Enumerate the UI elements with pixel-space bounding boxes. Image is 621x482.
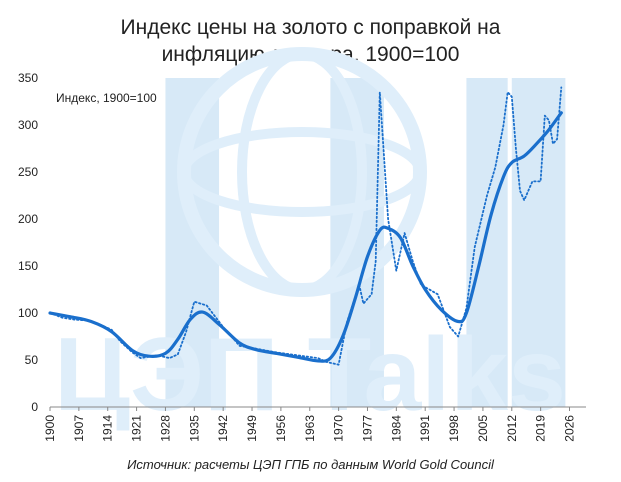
x-tick-label: 1970 <box>332 415 346 442</box>
y-tick-label: 50 <box>25 353 39 367</box>
x-tick-label: 1991 <box>418 415 432 442</box>
y-tick-label: 200 <box>18 212 38 226</box>
x-tick-label: 1921 <box>130 415 144 442</box>
x-tick-label: 2005 <box>476 415 490 442</box>
x-tick-label: 2019 <box>534 415 548 442</box>
y-tick-label: 150 <box>18 259 38 273</box>
source-note: Источник: расчеты ЦЭП ГПБ по данным Worl… <box>127 457 494 472</box>
x-tick-label: 1984 <box>389 415 403 442</box>
x-tick-label: 1928 <box>158 415 172 442</box>
x-tick-label: 2026 <box>563 415 577 442</box>
x-tick-label: 1914 <box>101 415 115 442</box>
x-tick-label: 2012 <box>505 415 519 442</box>
x-tick-label: 1942 <box>216 415 230 442</box>
watermark-globe-band-icon <box>179 127 425 217</box>
y-tick-label: 300 <box>18 118 38 132</box>
y-tick-label: 0 <box>31 400 38 414</box>
inner-label: Индекс, 1900=100 <box>56 91 157 105</box>
x-tick-label: 1907 <box>72 415 86 442</box>
series <box>48 86 563 366</box>
chart-title-line-1: Индекс цены на золото с поправкой на <box>120 16 501 39</box>
x-tick-label: 1956 <box>274 415 288 442</box>
shaded-period-3 <box>466 78 508 407</box>
x-tick-label: 1949 <box>245 415 259 442</box>
x-tick-label: 1998 <box>447 415 461 442</box>
watermark-globe-meridian-icon <box>237 49 367 295</box>
x-tick-label: 1900 <box>43 415 57 442</box>
x-tick-label: 1963 <box>303 415 317 442</box>
shaded-period-4 <box>511 78 566 407</box>
y-tick-label: 350 <box>18 71 38 85</box>
watermark: ЦЭП Talks <box>54 47 566 433</box>
x-tick-label: 1935 <box>187 415 201 442</box>
y-tick-label: 100 <box>18 306 38 320</box>
series-line-smoothed <box>48 111 563 363</box>
y-tick-label: 250 <box>18 165 38 179</box>
axes: 0 50 100 150 200 250 300 350 1900 1907 1914 1921 192… <box>18 71 586 442</box>
x-tick-label: 1977 <box>360 415 374 442</box>
watermark-text: ЦЭП Talks <box>54 317 566 433</box>
